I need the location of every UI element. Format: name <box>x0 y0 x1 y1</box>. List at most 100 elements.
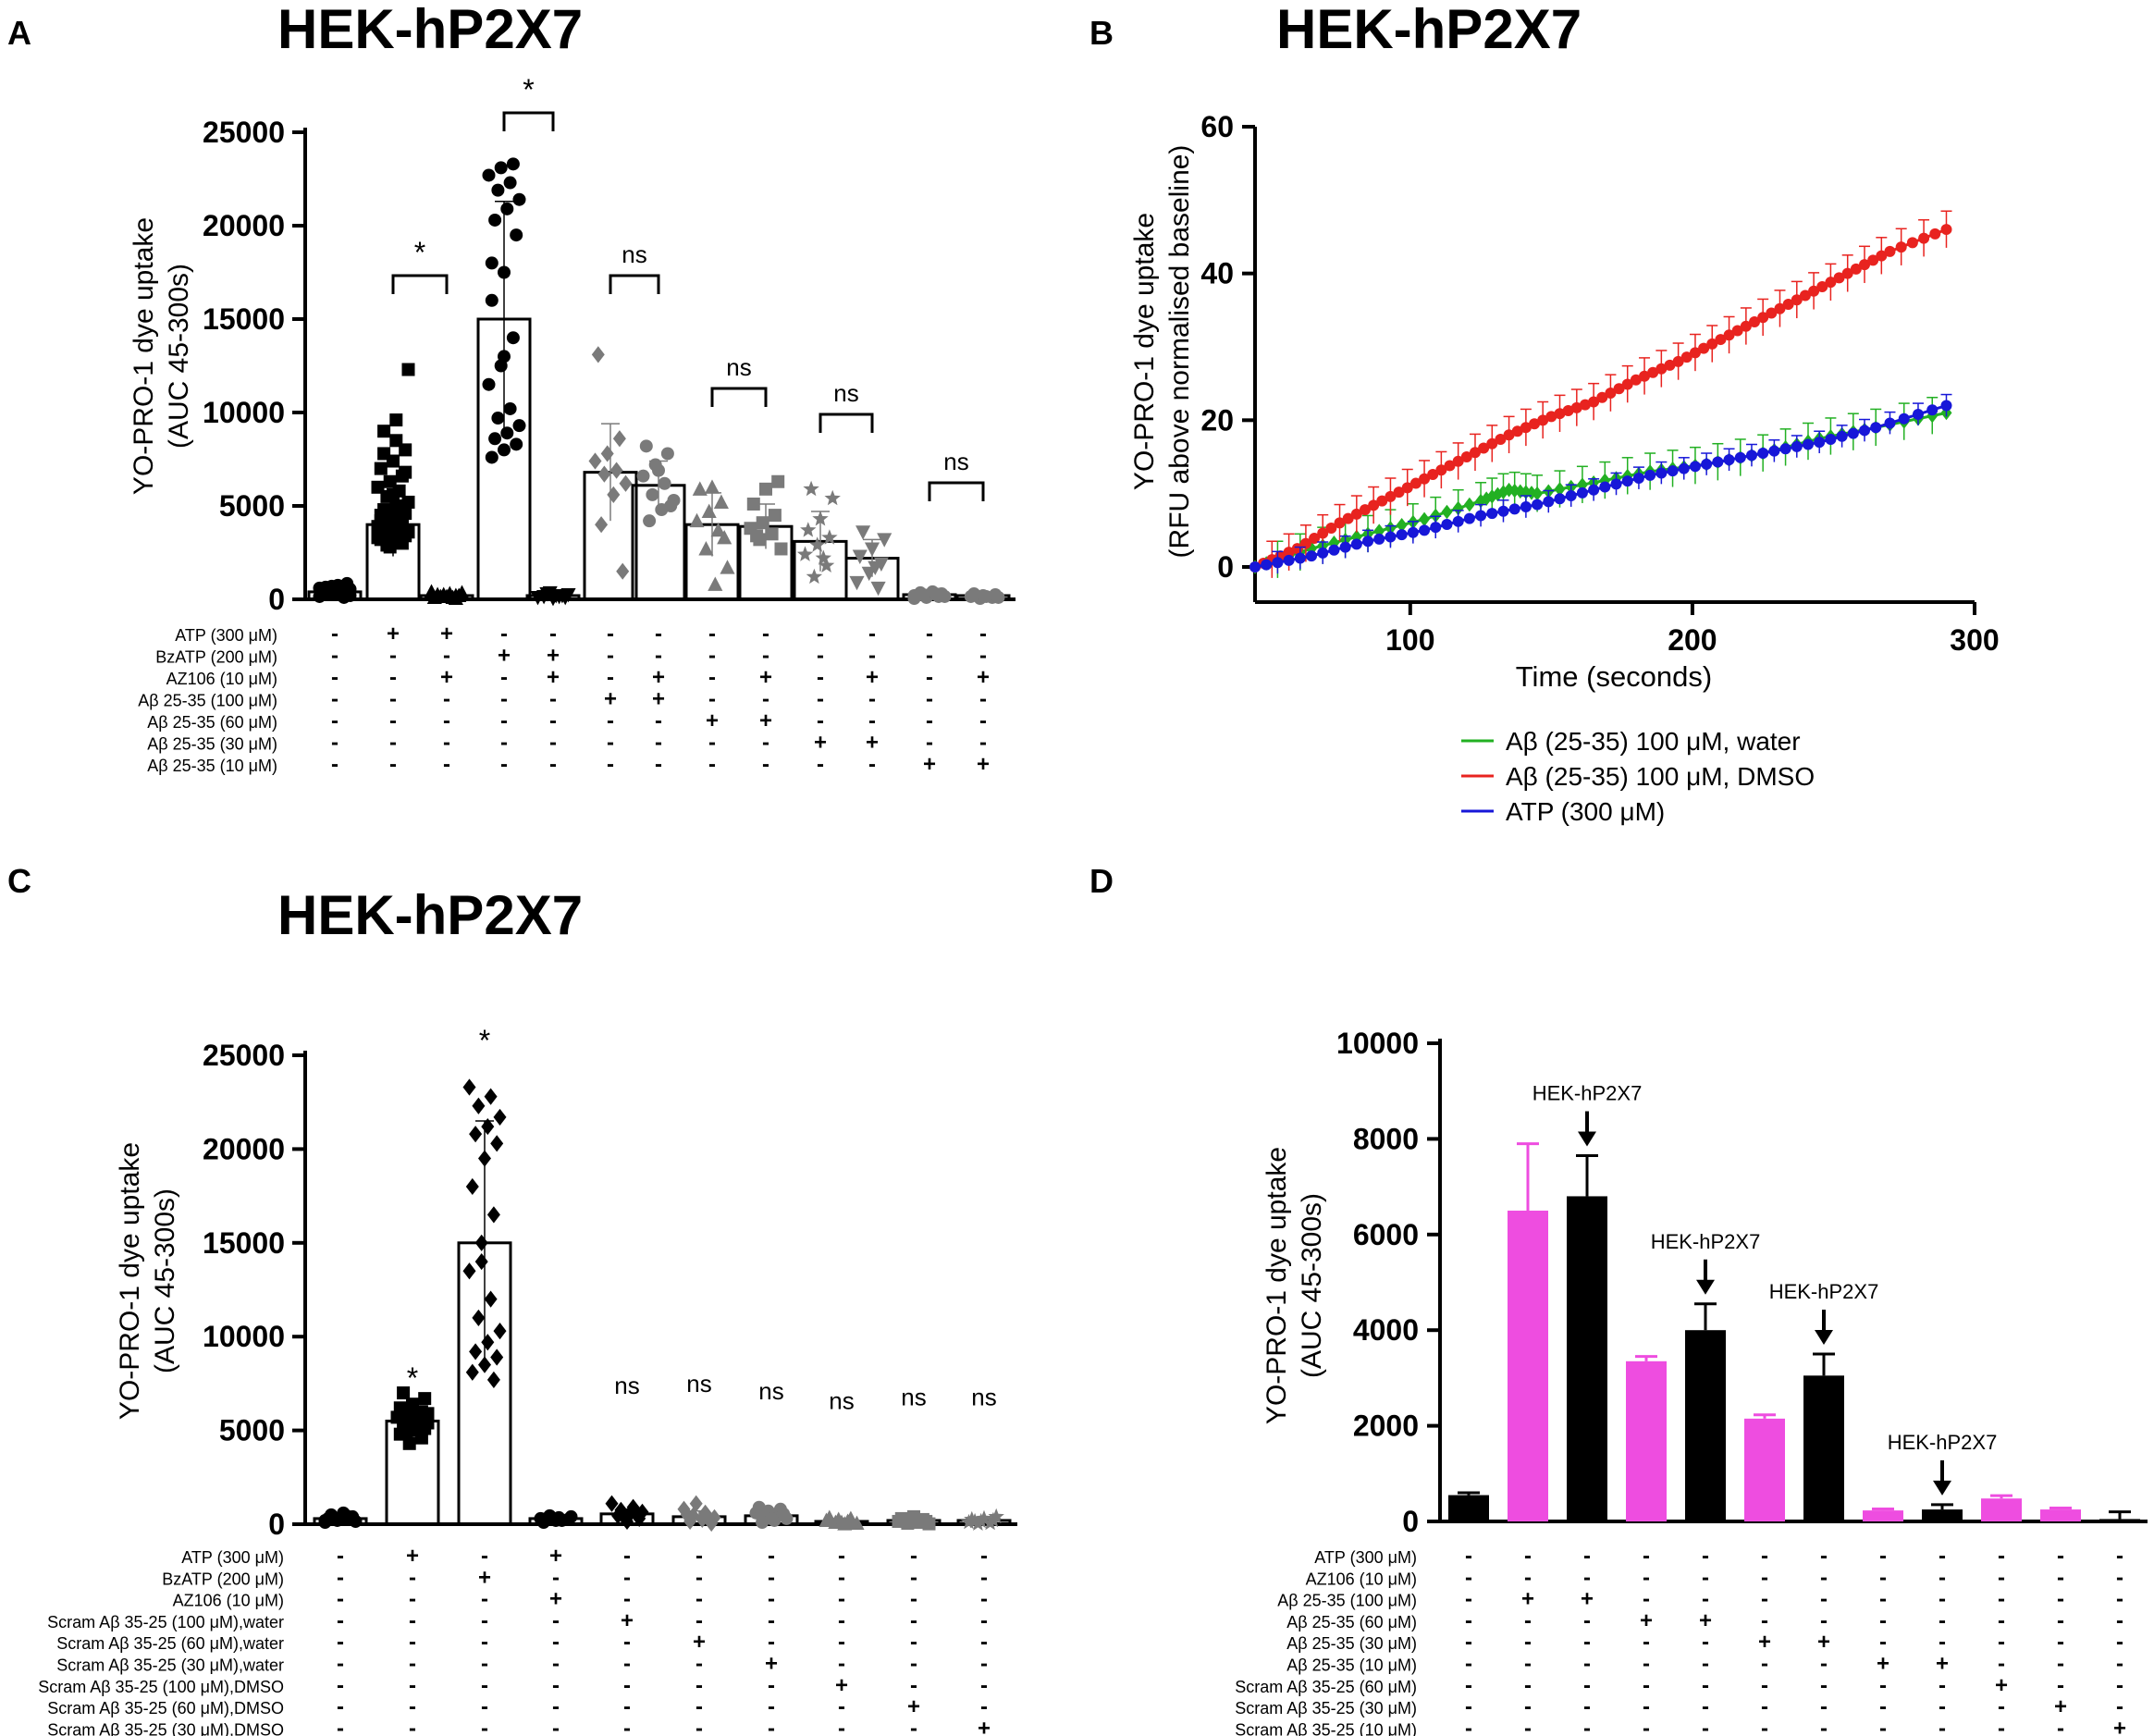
a-data-point <box>424 584 439 598</box>
a-data-point <box>371 531 385 545</box>
b-series-point <box>1940 400 1952 412</box>
c-sign: - <box>695 1716 703 1736</box>
b-series-point <box>1596 391 1608 403</box>
b-series-point <box>1621 378 1633 390</box>
d-ytick-label: 6000 <box>1353 1218 1419 1251</box>
b-series-point <box>1249 561 1261 573</box>
b-series-point <box>1859 259 1871 271</box>
a-data-point <box>612 430 626 448</box>
a-data-point <box>815 549 831 565</box>
b-series-point <box>1444 460 1456 472</box>
c-sign: - <box>623 1652 631 1677</box>
c-sign: - <box>695 1652 703 1677</box>
b-xtick-label: 200 <box>1668 623 1717 657</box>
b-series-point <box>1698 342 1710 354</box>
d-sign: - <box>1761 1544 1768 1569</box>
a-data-point <box>855 525 871 540</box>
c-sign: - <box>409 1694 416 1719</box>
b-series-point <box>1647 366 1659 378</box>
d-sign: - <box>1761 1587 1768 1612</box>
d-sign: - <box>1998 1544 2005 1569</box>
a-sign: - <box>979 687 987 712</box>
panel-b-ylabel-line1: YO-PRO-1 dye uptake <box>1129 213 1160 490</box>
a-sign: - <box>979 644 987 669</box>
d-sign: + <box>1758 1630 1771 1655</box>
b-series-point <box>1841 267 1853 279</box>
c-data-point <box>843 1510 858 1525</box>
d-sign: - <box>1998 1608 2005 1633</box>
d-sign: - <box>2116 1565 2123 1590</box>
panel-c-ylabel-line1: YO-PRO-1 dye uptake <box>115 1142 145 1420</box>
d-sign: + <box>1581 1587 1594 1612</box>
a-sign: + <box>547 644 560 669</box>
c-sign: - <box>623 1694 631 1719</box>
c-data-point <box>777 1507 791 1521</box>
b-series-point <box>1334 517 1346 529</box>
a-data-point <box>664 499 678 512</box>
a-sign: - <box>708 644 716 669</box>
b-series-point <box>1859 425 1871 437</box>
b-series-point <box>1621 475 1633 487</box>
b-series-point <box>1317 547 1329 559</box>
a-sign: + <box>706 708 719 733</box>
b-series-point <box>1613 383 1625 395</box>
b-series-point <box>1545 411 1557 423</box>
a-data-point <box>503 176 517 190</box>
c-data-point <box>474 1252 488 1271</box>
panel-d-letter: D <box>1089 862 1114 900</box>
a-sign: - <box>868 622 876 646</box>
b-series-point <box>1261 559 1273 571</box>
d-sign: - <box>1702 1565 1709 1590</box>
a-sign: - <box>708 622 716 646</box>
d-sign: + <box>1995 1673 2008 1698</box>
a-sign: - <box>762 687 769 712</box>
d-bar <box>1626 1360 1667 1521</box>
a-data-point <box>849 575 865 591</box>
a-data-point <box>506 157 520 171</box>
d-condition-label: Aβ 25-35 (100 μM) <box>1277 1592 1417 1610</box>
d-bar <box>1981 1498 2022 1521</box>
b-series-point <box>1350 508 1362 520</box>
b-series-point <box>1588 396 1600 408</box>
a-sign: - <box>607 644 614 669</box>
b-series-point <box>1385 531 1397 543</box>
c-sign: - <box>838 1608 845 1633</box>
a-data-point <box>512 419 526 433</box>
c-sign: - <box>481 1652 488 1677</box>
a-sign: - <box>549 752 557 777</box>
a-ytick-label: 15000 <box>203 302 285 336</box>
c-sign: - <box>481 1630 488 1655</box>
d-bar <box>1567 1196 1607 1521</box>
d-arrow-head <box>1933 1480 1951 1496</box>
d-sign: + <box>1877 1652 1889 1677</box>
a-data-point <box>491 412 505 425</box>
c-sign: - <box>409 1608 416 1633</box>
a-sign: - <box>500 622 508 646</box>
d-bar <box>1685 1330 1726 1521</box>
d-sign: + <box>2113 1716 2126 1736</box>
b-series-point <box>1283 547 1295 559</box>
panel-d-ylabel-line2: (AUC 45-300s) <box>1297 1193 1327 1378</box>
c-data-point <box>617 1508 631 1525</box>
a-sign: - <box>762 622 769 646</box>
c-data-point <box>490 1135 504 1152</box>
d-sign: - <box>1643 1587 1650 1612</box>
d-sign: - <box>1939 1587 1946 1612</box>
d-arrow-head <box>1578 1131 1596 1147</box>
a-data-point <box>387 487 400 501</box>
a-data-point <box>512 192 526 206</box>
d-condition-label: ATP (300 μM) <box>1314 1548 1417 1567</box>
b-series-point <box>1396 529 1408 541</box>
a-data-point <box>607 486 621 503</box>
d-arrow-label: HEK-hP2X7 <box>1651 1230 1761 1253</box>
d-sign: - <box>1702 1630 1709 1655</box>
c-sign: - <box>409 1630 416 1655</box>
d-sign: - <box>1820 1565 1828 1590</box>
d-sign: - <box>1524 1608 1532 1633</box>
a-sign: - <box>868 708 876 733</box>
a-sign: - <box>762 644 769 669</box>
d-sign: - <box>2116 1652 2123 1677</box>
b-series-point <box>1833 272 1845 284</box>
b-series-point <box>1554 408 1566 420</box>
d-sign: - <box>1939 1716 1946 1736</box>
